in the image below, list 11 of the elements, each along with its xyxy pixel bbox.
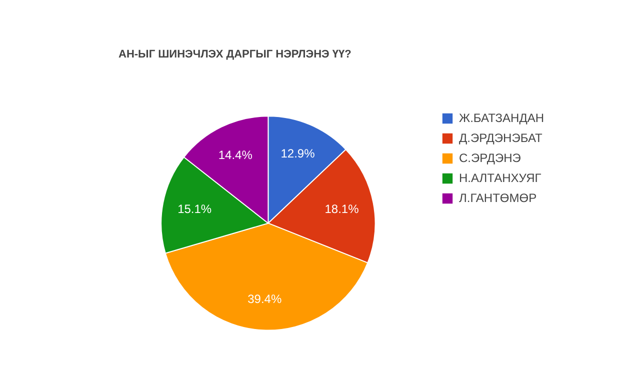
data-label: 18.1% <box>324 202 360 216</box>
legend-label: С.ЭРДЭНЭ <box>459 151 521 165</box>
data-label: 14.4% <box>218 148 253 162</box>
legend-label: Д.ЭРДЭНЭБАТ <box>459 131 542 145</box>
data-label: 39.4% <box>248 292 282 306</box>
legend-label: Н.АЛТАНХУЯГ <box>459 171 542 185</box>
data-label: 12.9% <box>280 146 316 160</box>
data-label: 15.1% <box>178 202 212 216</box>
legend-label: Ж.БАТЗАНДАН <box>459 111 544 125</box>
chart-title: АН-ЫГ ШИНЭЧЛЭХ ДАРГЫГ НЭРЛЭНЭ ҮҮ? <box>118 48 352 60</box>
legend-label: Л.ГАНТӨМӨР <box>459 191 537 205</box>
